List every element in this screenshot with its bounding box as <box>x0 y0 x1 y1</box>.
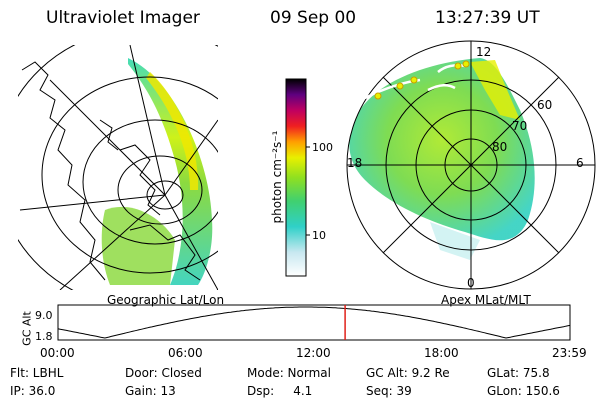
polar-grid <box>346 40 596 290</box>
gcalt-info: GC Alt: 9.2 Re <box>366 366 450 380</box>
mlt-label-18: 18 <box>347 156 363 170</box>
glon-info: GLon: 150.6 <box>487 384 560 398</box>
auroral-faint-region <box>430 222 480 260</box>
aurora-patch <box>101 206 175 285</box>
altitude-tick-9: 9.0 <box>35 309 53 322</box>
seq-info: Seq: 39 <box>366 384 412 398</box>
lon-lines <box>19 45 218 290</box>
title: Ultraviolet Imager <box>46 8 200 28</box>
dsp-info: Dsp: 4.1 <box>247 384 313 398</box>
mlat-label-70: 70 <box>512 119 528 133</box>
mlt-label-12: 12 <box>476 45 492 59</box>
time: 13:27:39 UT <box>435 8 540 28</box>
colorbar-tick-10: 10 <box>312 229 326 242</box>
geographic-panel-label: Geographic Lat/Lon <box>107 293 225 307</box>
glat-info: GLat: 75.8 <box>487 366 550 380</box>
altitude-curve <box>57 306 571 339</box>
date: 09 Sep 00 <box>270 8 357 28</box>
time-tick-1800: 18:00 <box>424 346 459 360</box>
time-tick-0600: 06:00 <box>168 346 203 360</box>
auroral-bright-region <box>470 60 520 120</box>
altitude-plot <box>57 304 571 341</box>
mlt-label-0: 0 <box>467 276 475 290</box>
aurora-bright <box>146 72 199 190</box>
mode-info: Mode: Normal <box>247 366 331 380</box>
altitude-plot-frame <box>57 304 571 341</box>
lat-circles <box>18 45 218 290</box>
ip-info: IP: 36.0 <box>10 384 56 398</box>
auroral-oval <box>349 58 535 241</box>
bright-spots <box>374 60 470 100</box>
altitude-ylabel: GC Alt <box>20 311 34 346</box>
apex-panel-label: Apex MLat/MLT <box>441 293 531 307</box>
aurora-band <box>128 58 213 285</box>
mlat-label-80: 80 <box>492 140 508 154</box>
mlat-label-60: 60 <box>537 98 553 112</box>
mlt-label-6: 6 <box>576 156 584 170</box>
colorbar-tick-100: 100 <box>312 141 333 154</box>
door-info: Door: Closed <box>125 366 202 380</box>
altitude-tick-1.8: 1.8 <box>35 330 53 343</box>
flt-info: Flt: LBHL <box>10 366 64 380</box>
time-tick-1200: 12:00 <box>296 346 331 360</box>
coastline <box>21 61 201 281</box>
gain-info: Gain: 13 <box>125 384 176 398</box>
colorbar <box>285 78 310 277</box>
time-tick-2359: 23:59 <box>552 346 587 360</box>
time-tick-0000: 00:00 <box>40 346 75 360</box>
